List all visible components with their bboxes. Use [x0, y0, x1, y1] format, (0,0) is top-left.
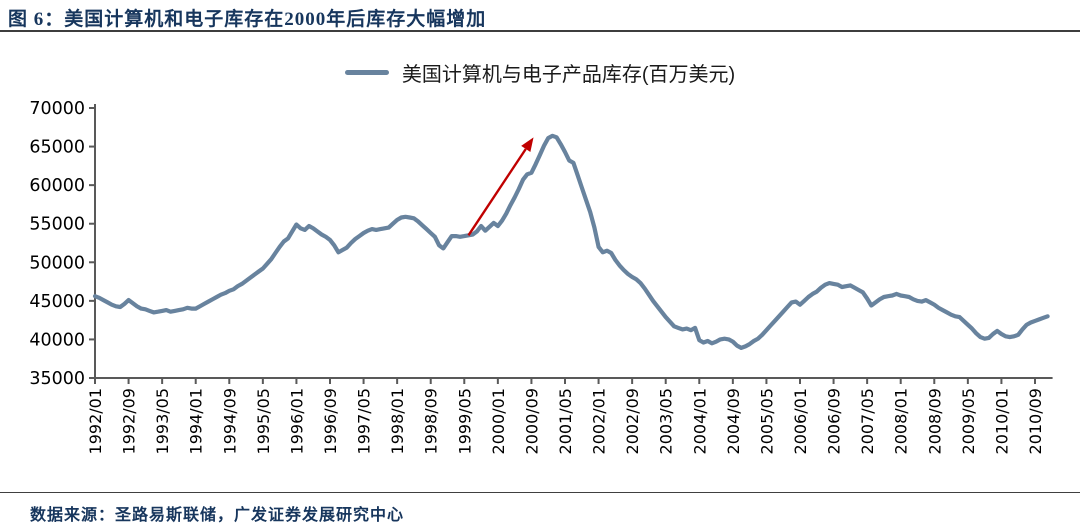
- svg-text:65000: 65000: [29, 138, 85, 158]
- svg-text:1992/01: 1992/01: [86, 388, 105, 454]
- svg-text:2010/01: 2010/01: [992, 388, 1011, 454]
- svg-text:2008/01: 2008/01: [892, 388, 911, 454]
- svg-text:2005/05: 2005/05: [757, 388, 776, 454]
- svg-text:2006/09: 2006/09: [825, 388, 844, 454]
- source-note: 数据来源：圣路易斯联储，广发证券发展研究中心: [30, 507, 405, 524]
- svg-text:2010/09: 2010/09: [1026, 388, 1045, 454]
- svg-text:1994/01: 1994/01: [187, 388, 206, 454]
- svg-text:1999/05: 1999/05: [455, 388, 474, 454]
- footer-rule: [0, 492, 1080, 493]
- svg-text:2004/09: 2004/09: [724, 388, 743, 454]
- y-axis-labels: 35000 40000 45000 50000 55000 60000 65000 70000: [29, 99, 85, 389]
- svg-text:2000/09: 2000/09: [522, 388, 541, 454]
- svg-text:1995/05: 1995/05: [254, 388, 273, 454]
- svg-text:2007/05: 2007/05: [858, 388, 877, 454]
- svg-text:2002/09: 2002/09: [623, 388, 642, 454]
- svg-text:1993/05: 1993/05: [153, 388, 172, 454]
- x-axis-labels: 1992/01 1992/09 1993/05 1994/01 1994/09 1995/…: [86, 388, 1045, 454]
- svg-text:40000: 40000: [29, 330, 85, 350]
- chart-legend: 美国计算机与电子产品库存(百万美元): [0, 58, 1080, 87]
- svg-text:1996/09: 1996/09: [321, 388, 340, 454]
- figure-title: 图 6：美国计算机和电子库存在2000年后库存大幅增加: [8, 9, 487, 30]
- svg-text:2008/09: 2008/09: [925, 388, 944, 454]
- svg-text:1992/09: 1992/09: [120, 388, 139, 454]
- svg-text:1996/01: 1996/01: [287, 388, 306, 454]
- svg-text:1997/05: 1997/05: [355, 388, 374, 454]
- svg-text:1998/01: 1998/01: [388, 388, 407, 454]
- series-line: [92, 133, 1050, 350]
- trend-arrow: [467, 137, 534, 236]
- svg-text:2009/05: 2009/05: [959, 388, 978, 454]
- svg-text:2000/01: 2000/01: [489, 388, 508, 454]
- legend-line-marker: [344, 70, 389, 75]
- svg-text:70000: 70000: [29, 99, 85, 119]
- svg-text:2001/05: 2001/05: [556, 388, 575, 454]
- inventory-line-chart: 35000 40000 45000 50000 55000 60000 65000 70000…: [29, 99, 1053, 454]
- svg-text:2006/01: 2006/01: [791, 388, 810, 454]
- svg-text:2004/01: 2004/01: [690, 388, 709, 454]
- svg-text:60000: 60000: [29, 176, 85, 196]
- title-rule: [0, 30, 1080, 32]
- svg-text:50000: 50000: [29, 253, 85, 273]
- svg-text:2003/05: 2003/05: [657, 388, 676, 454]
- svg-text:55000: 55000: [29, 215, 85, 235]
- legend-label: 美国计算机与电子产品库存(百万美元): [401, 64, 736, 86]
- svg-text:35000: 35000: [29, 369, 85, 389]
- svg-text:1994/09: 1994/09: [220, 388, 239, 454]
- svg-text:2002/01: 2002/01: [590, 388, 609, 454]
- svg-text:1998/09: 1998/09: [422, 388, 441, 454]
- chart-axes: [89, 104, 1053, 384]
- svg-text:45000: 45000: [29, 292, 85, 312]
